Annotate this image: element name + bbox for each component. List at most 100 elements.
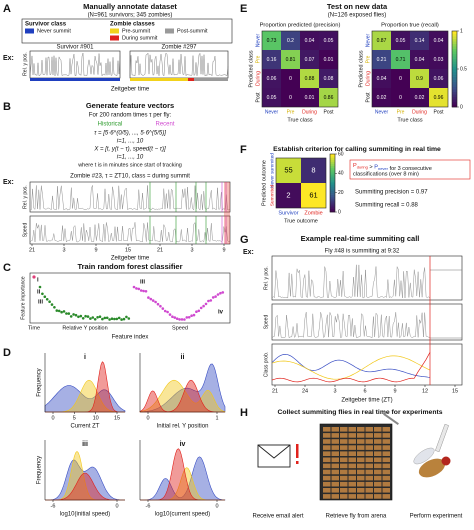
row-label: Pre xyxy=(365,55,371,63)
box xyxy=(271,255,463,301)
colorbar-step xyxy=(452,79,457,82)
cell-value: 2 xyxy=(286,190,290,199)
feature-dot xyxy=(84,314,87,318)
arena-well xyxy=(357,488,365,493)
arena-well xyxy=(365,433,373,438)
feature-dot xyxy=(173,316,177,319)
arena-well xyxy=(382,445,390,450)
colorbar-step xyxy=(452,38,457,42)
arena-well xyxy=(348,494,356,499)
legend-swatch xyxy=(110,28,119,34)
feature-dot xyxy=(190,314,193,318)
heatmap-cell xyxy=(300,50,319,69)
tick-label: -6 xyxy=(51,503,56,509)
colorbar-step xyxy=(452,69,457,72)
row-label: Never xyxy=(255,33,261,47)
arena-well xyxy=(331,475,339,481)
arena-well xyxy=(374,445,382,450)
feature-dot xyxy=(163,309,167,313)
heatmap-cell xyxy=(410,88,429,107)
cell-value: 0.06 xyxy=(434,76,444,82)
arena-well xyxy=(340,481,348,487)
arena-well xyxy=(374,481,382,487)
heatmap-cell xyxy=(391,50,410,69)
arena-well xyxy=(331,433,339,438)
label: Rel. y pos. xyxy=(22,52,28,76)
colorbar-label: 60 xyxy=(338,151,344,157)
cell-value: 0.06 xyxy=(267,76,277,82)
trace xyxy=(271,312,430,339)
heatmap-cell xyxy=(391,88,410,107)
box xyxy=(271,343,463,386)
cell-value: 0.2 xyxy=(287,38,294,44)
class-prob xyxy=(271,355,431,380)
col-label: Post xyxy=(323,109,334,115)
heatmap-cell xyxy=(410,31,429,50)
colorbar-step xyxy=(330,208,335,211)
heatmap-cell xyxy=(372,88,391,107)
cell-value: 0.01 xyxy=(305,95,315,101)
criterion-box xyxy=(349,159,471,180)
colorbar-step xyxy=(452,104,457,108)
arena-well xyxy=(323,475,331,481)
arena-well xyxy=(382,469,390,475)
colorbar-step xyxy=(330,159,335,163)
density xyxy=(140,456,226,501)
colorbar-step xyxy=(330,194,335,197)
tick-label: 3 xyxy=(190,247,193,253)
row-label: Never xyxy=(365,33,371,47)
feature-dot xyxy=(103,316,107,320)
heatmap-cell xyxy=(372,69,391,88)
arena-well xyxy=(331,488,339,493)
matrix-frame xyxy=(371,30,449,108)
heatmap-cell xyxy=(372,31,391,50)
pipette xyxy=(435,423,449,453)
label: H xyxy=(240,407,248,419)
arena-well xyxy=(340,463,348,469)
arena-well xyxy=(374,451,382,456)
label: Proportion predicted (precision) xyxy=(260,23,341,29)
tick-label: 10 xyxy=(93,415,99,421)
arena-well xyxy=(374,433,382,438)
arena-well xyxy=(348,481,356,487)
heatmap-cell xyxy=(319,88,338,107)
feature-dot xyxy=(192,313,196,317)
heatmap-cell xyxy=(281,31,300,50)
arena-well xyxy=(331,445,339,450)
colorbar-step xyxy=(452,76,457,80)
feature-dot xyxy=(175,317,179,321)
colorbar-step xyxy=(330,186,335,190)
cell-value: 0.86 xyxy=(324,95,334,101)
arena-well xyxy=(357,427,365,432)
arena-well xyxy=(340,433,348,438)
tick-label: 0 xyxy=(146,415,149,421)
marker-label: i xyxy=(37,278,39,284)
heatmap-cell xyxy=(281,88,300,107)
feature-dot xyxy=(202,304,205,308)
label: Predicted class xyxy=(248,50,254,88)
arena-well xyxy=(382,451,390,456)
tick-label: -6 xyxy=(146,503,151,509)
class-bar xyxy=(30,78,120,81)
colorbar-step xyxy=(452,61,457,65)
cell-value: 0.04 xyxy=(305,38,315,44)
feature-dot xyxy=(108,318,111,321)
label: Zeitgeber time xyxy=(111,87,150,93)
label: (N=126 exposed flies) xyxy=(328,13,387,19)
feature-dot xyxy=(50,303,54,306)
heatmap-cell xyxy=(319,69,338,88)
box xyxy=(129,50,229,79)
label: Predicted class xyxy=(358,50,364,88)
arena-well xyxy=(382,439,390,444)
label: Summiting precision = 0.97 xyxy=(355,190,428,196)
arena-well xyxy=(340,451,348,456)
cell-value: 0.07 xyxy=(305,57,315,63)
class-bar xyxy=(130,78,188,81)
colorbar-step xyxy=(452,91,457,95)
label: Recent xyxy=(155,122,174,128)
colorbar-label: 20 xyxy=(338,190,344,196)
feature-dot xyxy=(135,287,138,290)
fly-body xyxy=(418,458,446,478)
feature-dot xyxy=(159,304,162,308)
heatmap-cell xyxy=(319,31,338,50)
